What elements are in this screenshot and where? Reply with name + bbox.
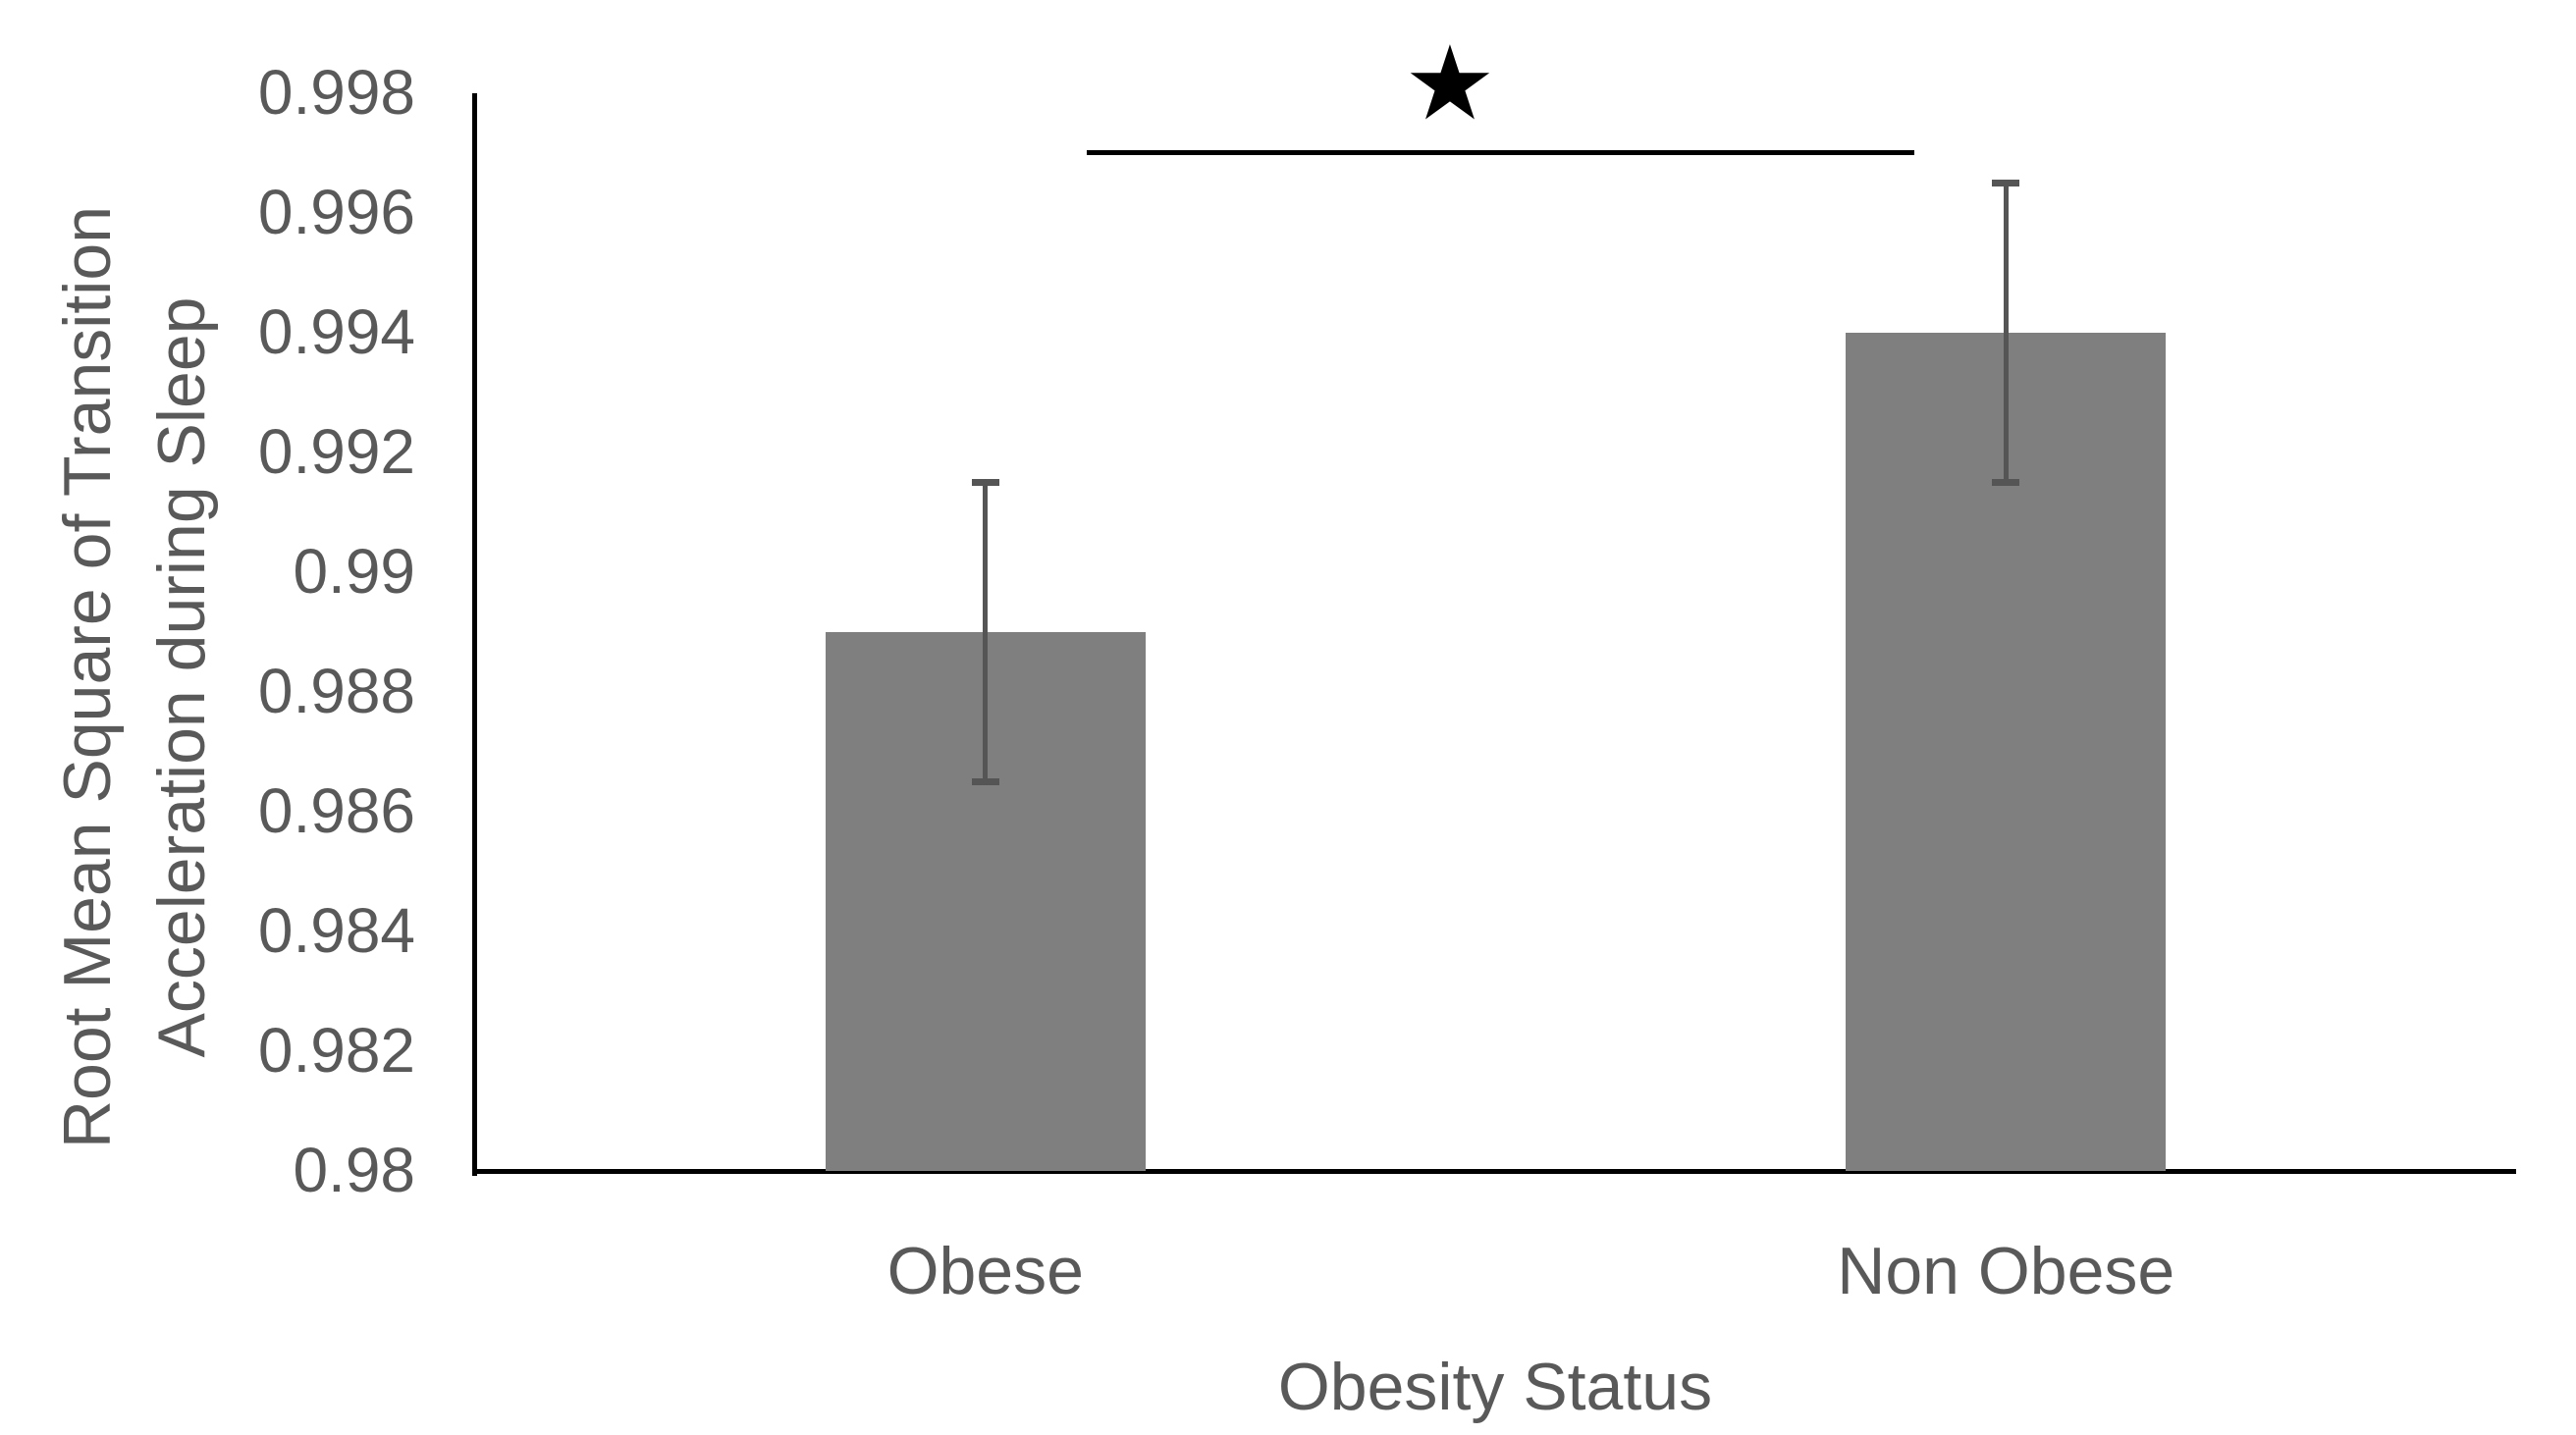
y-tick-label-0.996: 0.996 — [257, 177, 415, 247]
x-axis-title: Obesity Status — [1277, 1350, 1713, 1424]
y-tick-label-0.99: 0.99 — [293, 536, 415, 607]
error-bar-cap-bottom-obese — [971, 778, 999, 785]
y-axis-line — [472, 93, 477, 1176]
error-bar-cap-bottom-non-obese — [1992, 479, 2020, 486]
y-tick-label-0.98: 0.98 — [293, 1135, 415, 1205]
y-tick-label-0.988: 0.988 — [257, 656, 415, 726]
significance-star: ★ — [1403, 27, 1497, 141]
error-bar-line-obese — [983, 482, 989, 782]
y-tick-label-0.982: 0.982 — [257, 1015, 415, 1086]
y-tick-label-0.998: 0.998 — [257, 57, 415, 128]
error-bar-line-non-obese — [2003, 183, 2009, 483]
y-tick-label-0.986: 0.986 — [257, 775, 415, 846]
error-bar-cap-top-non-obese — [1992, 180, 2020, 186]
x-axis-line — [472, 1169, 2516, 1174]
y-tick-label-0.994: 0.994 — [257, 296, 415, 367]
y-tick-label-0.992: 0.992 — [257, 416, 415, 487]
significance-line — [1087, 150, 1914, 155]
error-bar-cap-top-obese — [971, 479, 999, 486]
x-tick-label-non-obese: Non Obese — [1837, 1234, 2175, 1308]
y-tick-label-0.984: 0.984 — [257, 895, 415, 966]
x-tick-label-obese: Obese — [886, 1234, 1084, 1308]
